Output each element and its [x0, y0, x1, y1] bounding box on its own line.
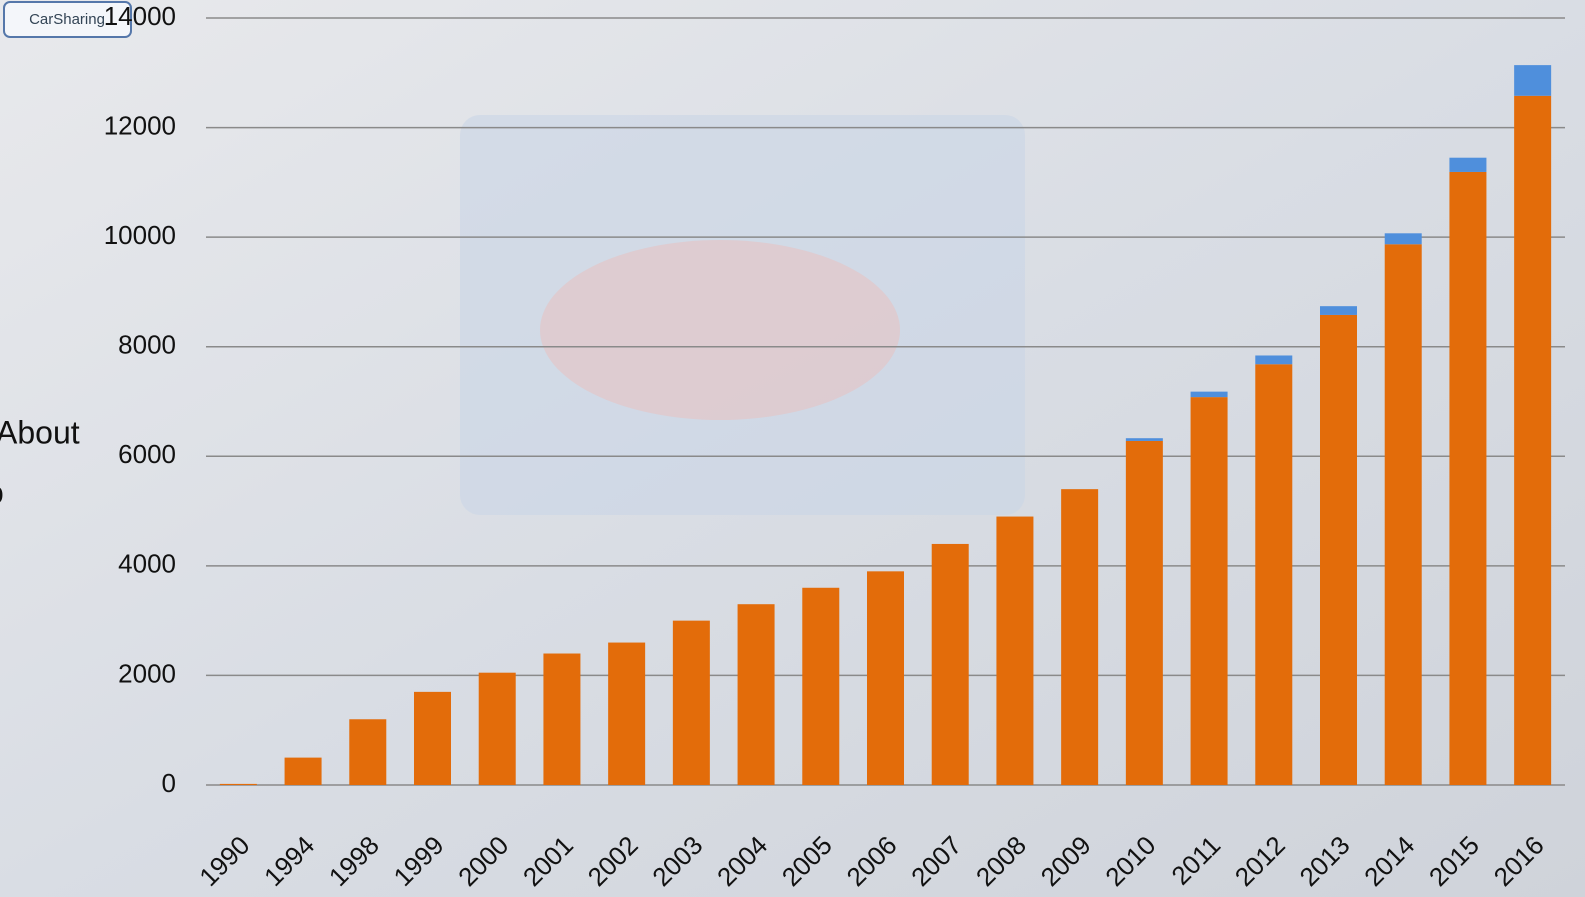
- y-tick-label: 10000: [104, 220, 176, 250]
- bar-segment: [414, 692, 451, 785]
- y-tick-label: 4000: [118, 549, 176, 579]
- bar-segment: [1126, 438, 1163, 441]
- y-tick-label: 6000: [118, 439, 176, 469]
- bar-segment: [1449, 172, 1486, 785]
- bar-segment: [1191, 397, 1228, 785]
- bar-segment: [1385, 233, 1422, 244]
- bar-segment: [1255, 355, 1292, 364]
- bar-segment: [738, 604, 775, 785]
- bar-segment: [1191, 392, 1228, 397]
- bar-segment: [1061, 489, 1098, 785]
- bar-segment: [220, 784, 257, 785]
- y-tick-label: 8000: [118, 330, 176, 360]
- y-tick-label: 14000: [104, 1, 176, 31]
- bar-segment: [1320, 315, 1357, 785]
- bar-segment: [1126, 441, 1163, 785]
- y-tick-label: 0: [162, 768, 176, 798]
- bar-segment: [543, 654, 580, 785]
- bar-segment: [1255, 364, 1292, 785]
- bar-segment: [802, 588, 839, 785]
- bar-segment: [673, 621, 710, 785]
- photo-car: [540, 240, 900, 420]
- annotation: o: [0, 474, 4, 510]
- y-tick-label: 12000: [104, 110, 176, 140]
- bar-segment: [1514, 65, 1551, 96]
- bar-segment: [349, 719, 386, 785]
- bar-segment: [1449, 158, 1486, 172]
- bar-segment: [867, 571, 904, 785]
- bar-segment: [285, 758, 322, 785]
- bar-segment: [608, 643, 645, 785]
- badge-label[interactable]: CarSharing: [29, 11, 105, 28]
- bar-segment: [996, 517, 1033, 785]
- bar-segment: [1514, 96, 1551, 785]
- annotation: About: [0, 414, 80, 450]
- bar-segment: [479, 673, 516, 785]
- bar-segment: [1320, 306, 1357, 315]
- bar-segment: [1385, 244, 1422, 785]
- y-tick-label: 2000: [118, 658, 176, 688]
- bar-segment: [932, 544, 969, 785]
- chart: CarSharing About o 0 2000 4000 6000 8000 1000…: [0, 0, 1585, 897]
